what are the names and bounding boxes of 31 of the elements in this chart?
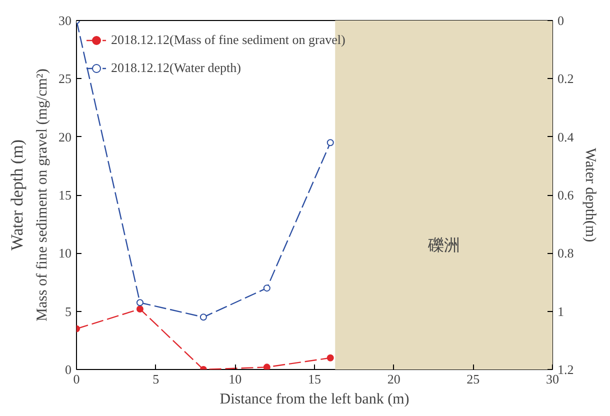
- point: [263, 284, 270, 292]
- band-label: 礫洲: [426, 235, 460, 254]
- y-tick-label: 10: [58, 246, 72, 261]
- x-tick-label: 20: [387, 372, 400, 386]
- y2-tick-label: 0.4: [558, 129, 574, 144]
- y2-tick-label: 0.6: [558, 188, 574, 202]
- x-tick-label: 30: [546, 372, 559, 386]
- legend-label: 2018.12.12(Mass of fine sediment on gravel): [111, 32, 346, 48]
- y-tick-label: 20: [58, 129, 72, 144]
- point: [136, 299, 144, 306]
- y2-tick-label: 0.8: [558, 246, 574, 261]
- y2-tick-label: 0.2: [558, 71, 574, 86]
- y-tick-label: 15: [58, 188, 72, 202]
- y-tick-label: 5: [65, 304, 72, 319]
- y-tick-label: 25: [58, 71, 72, 86]
- y-tick-label: 30: [58, 13, 72, 28]
- x-tick-label: 5: [152, 372, 160, 386]
- y-axis-title: Mass of fine sediment on gravel (mg/cm²): [34, 68, 50, 322]
- x-axis-title: Distance from the left bank (m): [220, 392, 410, 408]
- y2-tick-label: 1: [558, 304, 564, 319]
- legend-label: 2018.12.12(Water depth): [111, 60, 241, 76]
- text: Water depth (m): [8, 140, 26, 250]
- y2-tick-label: 0: [558, 13, 564, 28]
- y2-axis-title: Water depth(m): [582, 148, 598, 242]
- y-tick-label: 0: [65, 362, 72, 377]
- x-tick-label: 15: [308, 372, 321, 386]
- x-tick-label: 25: [466, 372, 480, 386]
- point: [200, 314, 207, 321]
- y2-tick-label: 1.2: [558, 362, 574, 377]
- point: [326, 139, 334, 146]
- x-tick-label: 10: [228, 372, 242, 386]
